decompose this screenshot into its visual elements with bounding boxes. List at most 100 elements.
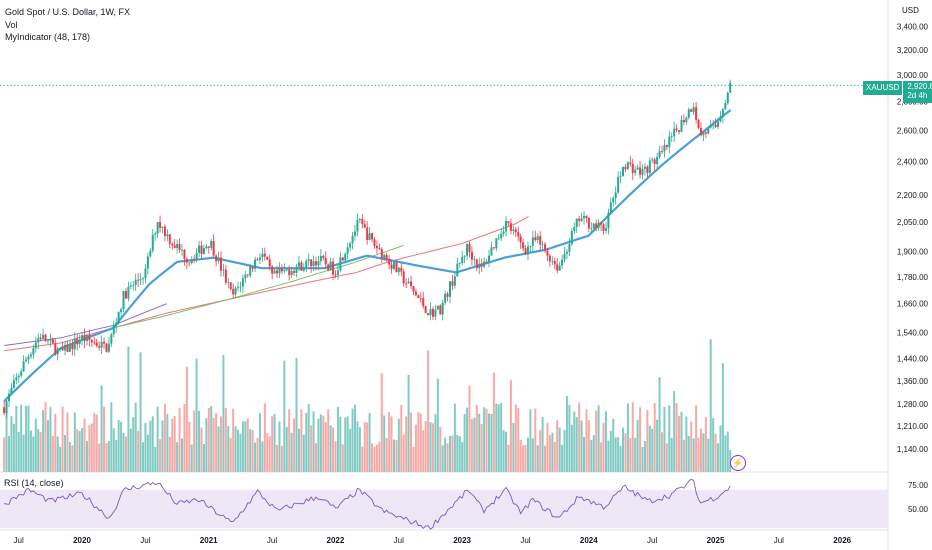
- badge-price-box: 2,920.84 2d 4h: [903, 81, 932, 103]
- candle-body: [429, 308, 432, 316]
- price-tick-label: 3,000.00: [897, 71, 929, 80]
- volume-bar: [227, 425, 230, 472]
- volume-bar: [600, 442, 603, 472]
- candle-body: [34, 342, 37, 349]
- candle-body: [697, 119, 700, 128]
- candle-body: [724, 103, 727, 110]
- candle-body: [721, 109, 724, 117]
- candle-body: [232, 288, 235, 295]
- volume-bar: [110, 402, 113, 472]
- volume-bar: [653, 402, 656, 472]
- volume-bar: [517, 408, 520, 472]
- volume-bar: [541, 417, 544, 472]
- candle-body: [378, 248, 381, 250]
- candle-body: [626, 162, 629, 170]
- candle-body: [531, 237, 534, 247]
- time-tick-label: Jul: [774, 536, 784, 545]
- candle-body: [390, 264, 393, 269]
- volume-bar: [717, 443, 720, 472]
- volume-bar: [695, 405, 698, 472]
- candle-body: [254, 259, 257, 269]
- volume-bar: [83, 418, 86, 472]
- candle-body: [219, 257, 222, 271]
- candle-body: [100, 341, 103, 348]
- candle-body: [132, 284, 135, 286]
- candle-body: [636, 167, 639, 170]
- candle-body: [120, 309, 123, 313]
- volume-bar: [171, 418, 174, 472]
- volume-bar: [183, 404, 186, 472]
- volume-label[interactable]: Vol: [5, 19, 18, 30]
- candle-body: [81, 335, 84, 341]
- volume-bar: [614, 437, 617, 472]
- candle-body: [68, 344, 71, 352]
- candle-body: [629, 162, 632, 164]
- candle-body: [168, 234, 171, 244]
- candle-body: [327, 264, 330, 271]
- candle-body: [395, 262, 398, 273]
- rsi-label[interactable]: RSI (14, close): [4, 478, 64, 488]
- candle-body: [64, 344, 67, 351]
- volume-bar: [626, 403, 629, 472]
- volume-bar: [419, 413, 422, 472]
- volume-bar: [61, 406, 64, 472]
- volume-bar: [100, 385, 103, 472]
- candle-body: [388, 259, 391, 265]
- candle-body: [480, 263, 483, 267]
- volume-bar: [690, 421, 693, 472]
- volume-bar: [595, 410, 598, 472]
- volume-bar: [224, 408, 227, 472]
- candle-body: [665, 145, 668, 148]
- candle-body: [171, 243, 174, 246]
- volume-bar: [363, 422, 366, 472]
- candle-body: [607, 212, 610, 229]
- candle-body: [507, 221, 510, 224]
- volume-bar: [558, 427, 561, 472]
- candle-body: [505, 221, 508, 232]
- candle-body: [431, 308, 434, 317]
- candle-body: [522, 242, 525, 249]
- rsi-pane: 75.00 50.00: [0, 478, 929, 530]
- candle-body: [595, 223, 598, 228]
- volume-bar: [117, 419, 120, 472]
- volume-bar: [692, 438, 695, 472]
- candle-body: [622, 166, 625, 177]
- candle-body: [224, 269, 227, 283]
- volume-bar: [410, 412, 413, 472]
- badge-countdown: 2d 4h: [907, 91, 928, 100]
- volume-bar: [673, 391, 676, 472]
- volume-bar: [237, 429, 240, 472]
- price-tick-label: 1,280.00: [897, 400, 929, 409]
- price-tick-label: 1,780.00: [897, 273, 929, 282]
- candle-body: [46, 340, 49, 342]
- volume-bar: [95, 414, 98, 472]
- volume-bar: [509, 380, 512, 472]
- indicator-label[interactable]: MyIndicator (48, 178): [5, 32, 91, 42]
- candle-body: [497, 238, 500, 240]
- volume-bar: [219, 416, 222, 472]
- candle-body: [485, 261, 488, 263]
- candle-body: [268, 259, 271, 267]
- candle-body: [612, 198, 615, 203]
- candle-body: [95, 342, 98, 346]
- candle-body: [37, 337, 40, 343]
- candle-body: [468, 243, 471, 253]
- candle-body: [529, 246, 532, 247]
- volume-bar: [402, 434, 405, 472]
- candle-body: [568, 244, 571, 252]
- volume-bar: [721, 363, 724, 472]
- candle-body: [592, 223, 595, 229]
- volume-bar: [351, 408, 354, 472]
- symbol-title[interactable]: Gold Spot / U.S. Dollar, 1W, FX: [5, 7, 131, 17]
- candle-body: [619, 176, 622, 177]
- volume-bar: [636, 420, 639, 472]
- candle-body: [71, 344, 74, 350]
- candle-body: [3, 407, 6, 414]
- candle-body: [329, 261, 332, 271]
- time-tick-label: Jul: [267, 536, 277, 545]
- lightning-icon[interactable]: ⚡: [730, 455, 746, 471]
- volume-bar: [98, 443, 101, 472]
- candle-body: [56, 348, 59, 355]
- candle-body: [156, 221, 159, 234]
